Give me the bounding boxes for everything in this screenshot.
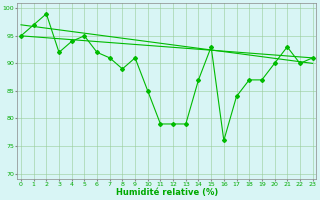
X-axis label: Humidité relative (%): Humidité relative (%) — [116, 188, 218, 197]
